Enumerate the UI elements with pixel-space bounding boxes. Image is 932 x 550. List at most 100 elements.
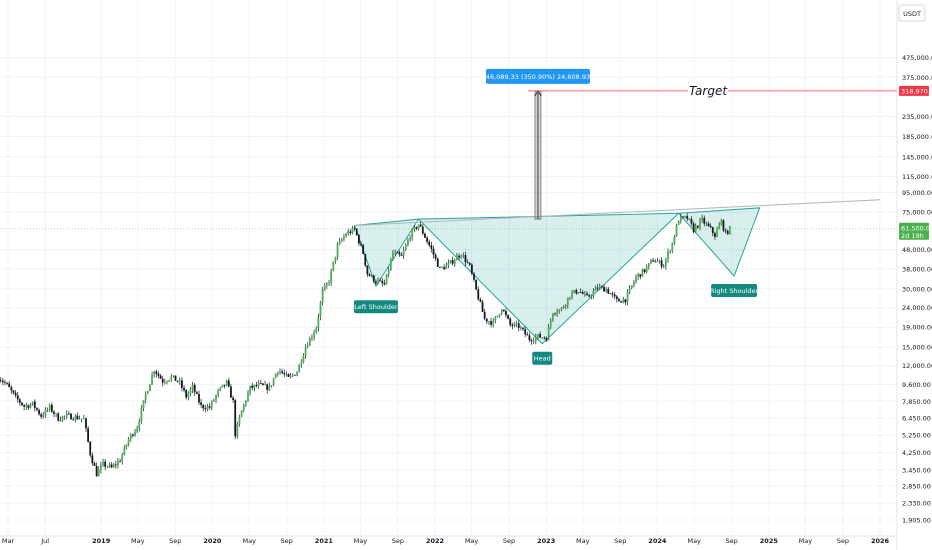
candle-body bbox=[515, 323, 518, 325]
candle-body bbox=[129, 434, 132, 439]
candle-body bbox=[590, 295, 593, 297]
candle-body bbox=[119, 461, 121, 462]
candle-body bbox=[134, 431, 136, 436]
candle-body bbox=[225, 380, 228, 386]
x-tick-label: Jul bbox=[40, 537, 49, 545]
candle-body bbox=[16, 395, 19, 400]
candle-body bbox=[601, 286, 603, 288]
candle-body bbox=[104, 461, 107, 467]
candle-body bbox=[102, 461, 104, 466]
candle-body bbox=[664, 259, 667, 267]
candle bbox=[42, 411, 45, 419]
x-tick-label: 2019 bbox=[92, 537, 111, 545]
price-axis[interactable]: 1,905.00 2,330.00 2,850.00 3,450.00 4,250.00… bbox=[896, 0, 932, 550]
candle-body bbox=[340, 239, 343, 241]
candle bbox=[637, 272, 640, 280]
candle bbox=[417, 224, 420, 231]
candle-body bbox=[400, 254, 403, 256]
candle-body bbox=[38, 409, 40, 415]
right-shoulder-triangle[interactable] bbox=[677, 207, 761, 277]
candle-body bbox=[191, 384, 194, 390]
candle-body bbox=[57, 413, 60, 421]
candle bbox=[174, 375, 177, 381]
candle-body bbox=[660, 260, 663, 267]
candle-body bbox=[466, 262, 469, 263]
candle bbox=[505, 308, 507, 318]
candle-body bbox=[23, 405, 26, 407]
candle-body bbox=[688, 218, 691, 220]
candle bbox=[530, 338, 533, 345]
candle-body bbox=[255, 384, 258, 386]
candle bbox=[325, 282, 328, 289]
candle-body bbox=[375, 281, 377, 283]
candle bbox=[716, 226, 718, 238]
candle bbox=[264, 380, 266, 386]
candle-body bbox=[669, 251, 672, 252]
candle bbox=[38, 408, 40, 416]
candle bbox=[21, 402, 23, 407]
head-and-shoulders-pattern[interactable] bbox=[353, 199, 881, 345]
candle-body bbox=[618, 299, 620, 302]
candle-body bbox=[68, 413, 70, 415]
candle-body bbox=[451, 260, 454, 264]
candle bbox=[426, 236, 428, 245]
candle-body bbox=[244, 400, 247, 405]
candle bbox=[29, 402, 32, 409]
candle bbox=[97, 466, 100, 477]
time-axis[interactable]: Mar Jul 2019 May Sep 2020 May Sep 2021 May Sep 2022… bbox=[0, 535, 897, 545]
candle bbox=[692, 221, 695, 234]
candle bbox=[89, 440, 92, 458]
x-tick-label: May bbox=[131, 537, 145, 545]
candle bbox=[438, 266, 441, 269]
candle bbox=[498, 313, 501, 318]
candle bbox=[677, 220, 680, 226]
candle-body bbox=[402, 250, 405, 256]
candle bbox=[679, 213, 682, 224]
candle bbox=[445, 262, 448, 270]
candlestick-series bbox=[0, 213, 731, 477]
currency-selector[interactable]: USDT bbox=[898, 4, 926, 22]
candle bbox=[127, 436, 130, 447]
candle-body bbox=[294, 374, 296, 376]
candle-body bbox=[325, 283, 328, 286]
candle bbox=[10, 385, 13, 394]
candle-body bbox=[635, 276, 637, 282]
candle-body bbox=[630, 285, 633, 288]
candle bbox=[592, 288, 595, 299]
candle-body bbox=[138, 421, 141, 429]
candle bbox=[534, 333, 537, 345]
measure-label: 246,089.33 (350.90%) 24,608.933 bbox=[482, 73, 595, 81]
candle-body bbox=[163, 382, 166, 383]
candle-body bbox=[398, 252, 401, 255]
candle bbox=[181, 377, 183, 392]
candle bbox=[462, 252, 465, 259]
right-shoulder-label-bg bbox=[711, 284, 758, 298]
candle bbox=[157, 371, 160, 379]
candle-body bbox=[195, 392, 198, 394]
candle bbox=[170, 373, 173, 382]
candle-body bbox=[522, 327, 524, 330]
candle-body bbox=[212, 399, 215, 402]
candle bbox=[432, 245, 435, 259]
candle bbox=[447, 259, 450, 269]
candle-body bbox=[424, 233, 426, 238]
candle bbox=[308, 336, 311, 347]
current-price-countdown: 2d 19h bbox=[901, 232, 924, 240]
candle-body bbox=[355, 228, 358, 235]
candle bbox=[449, 259, 452, 264]
candle bbox=[202, 403, 205, 412]
candle-body bbox=[125, 444, 128, 447]
candle-body bbox=[558, 309, 561, 313]
candle-body bbox=[404, 244, 407, 251]
candle-body bbox=[151, 375, 153, 385]
candle bbox=[573, 289, 576, 294]
candle-body bbox=[658, 260, 661, 262]
candle-body bbox=[699, 220, 701, 228]
neckline[interactable] bbox=[354, 199, 881, 226]
candle bbox=[153, 370, 156, 378]
candle-body bbox=[473, 273, 475, 280]
candle-body bbox=[714, 233, 716, 237]
candle-body bbox=[55, 413, 58, 415]
